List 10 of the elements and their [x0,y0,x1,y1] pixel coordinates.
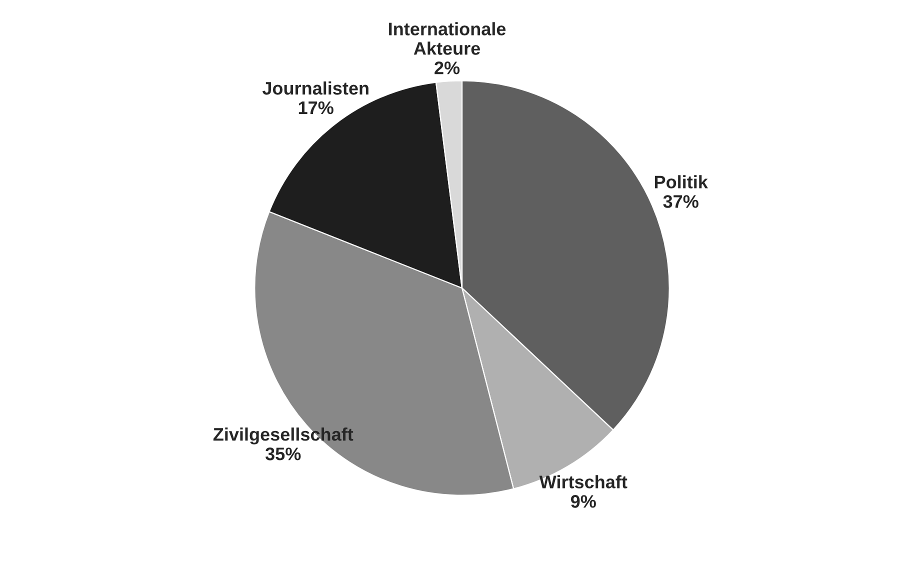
slice-label: Internationale Akteure [389,22,506,55]
data-label: 37% [663,195,698,208]
slice-label: Wirtschaft [539,475,628,488]
data-label: 2% [434,62,460,74]
data-label: 35% [265,448,301,460]
slice-label: Politik [654,175,708,188]
data-label: 17% [298,101,334,114]
slice-label: Journalisten [262,81,368,95]
slice-label: Zivilgesellschaft [213,428,354,444]
data-label: 9% [570,495,596,508]
